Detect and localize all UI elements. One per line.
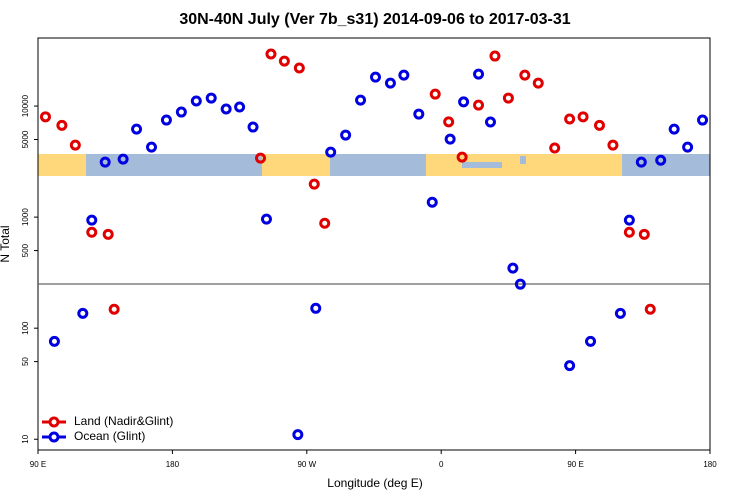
point — [577, 111, 589, 123]
point — [340, 129, 352, 141]
point — [131, 123, 143, 135]
y-tick-label: 5000 — [21, 130, 30, 148]
x-axis-label: Longitude (deg E) — [327, 476, 422, 490]
point — [293, 62, 305, 74]
point — [398, 69, 410, 81]
legend-marker — [48, 416, 60, 428]
point — [102, 228, 114, 240]
legend-marker — [48, 431, 60, 443]
x-tick-label: 90 E — [567, 460, 583, 469]
point — [484, 116, 496, 128]
point — [593, 119, 605, 131]
x-tick-label: 90 W — [297, 460, 316, 469]
y-tick-label: 10 — [21, 434, 30, 443]
point — [190, 95, 202, 107]
point — [69, 139, 81, 151]
point — [86, 214, 98, 226]
point — [429, 88, 441, 100]
point — [532, 77, 544, 89]
legend-label: Land (Nadir&Glint) — [74, 414, 173, 428]
plot-frame — [37, 37, 711, 451]
point — [655, 154, 667, 166]
point — [638, 228, 650, 240]
point — [278, 55, 290, 67]
point — [514, 278, 526, 290]
point — [564, 113, 576, 125]
point — [308, 178, 320, 190]
point — [99, 156, 111, 168]
point — [247, 121, 259, 133]
point — [413, 108, 425, 120]
point — [310, 302, 322, 314]
point — [175, 106, 187, 118]
point — [86, 226, 98, 238]
point — [443, 116, 455, 128]
point — [384, 77, 396, 89]
point — [614, 307, 626, 319]
point — [220, 103, 232, 115]
point — [117, 153, 129, 165]
point — [564, 360, 576, 372]
point — [48, 335, 60, 347]
point — [234, 101, 246, 113]
point — [519, 69, 531, 81]
y-tick-label: 50 — [21, 357, 30, 366]
point — [205, 92, 217, 104]
x-tick-label: 180 — [703, 460, 717, 469]
point — [325, 146, 337, 158]
point — [549, 142, 561, 154]
point — [145, 141, 157, 153]
y-tick-label: 100 — [21, 321, 30, 335]
x-tick-label: 0 — [439, 460, 444, 469]
point — [39, 111, 51, 123]
point — [623, 226, 635, 238]
point — [265, 48, 277, 60]
point — [682, 141, 694, 153]
point — [607, 139, 619, 151]
point — [292, 429, 304, 441]
point — [355, 94, 367, 106]
point — [668, 123, 680, 135]
point — [456, 151, 468, 163]
point — [108, 303, 120, 315]
chart-title: 30N-40N July (Ver 7b_s31) 2014-09-06 to … — [179, 11, 570, 28]
point — [458, 96, 470, 108]
point — [255, 152, 267, 164]
point — [585, 335, 597, 347]
point — [260, 213, 272, 225]
point — [426, 196, 438, 208]
y-tick-label: 1000 — [21, 208, 30, 226]
legend-label: Ocean (Glint) — [74, 429, 145, 443]
point — [507, 262, 519, 274]
point — [644, 303, 656, 315]
point — [77, 307, 89, 319]
point — [160, 114, 172, 126]
x-tick-label: 180 — [166, 460, 180, 469]
point — [635, 156, 647, 168]
point — [56, 119, 68, 131]
point — [444, 133, 456, 145]
point — [369, 71, 381, 83]
map-strip — [38, 154, 710, 176]
point — [502, 92, 514, 104]
y-axis-label: N Total — [0, 225, 12, 262]
x-tick-label: 90 E — [30, 460, 46, 469]
y-tick-label: 10000 — [21, 94, 30, 117]
point — [489, 50, 501, 62]
point — [473, 68, 485, 80]
point — [697, 114, 709, 126]
point — [473, 99, 485, 111]
y-tick-label: 500 — [21, 243, 30, 257]
point — [623, 214, 635, 226]
point — [319, 217, 331, 229]
